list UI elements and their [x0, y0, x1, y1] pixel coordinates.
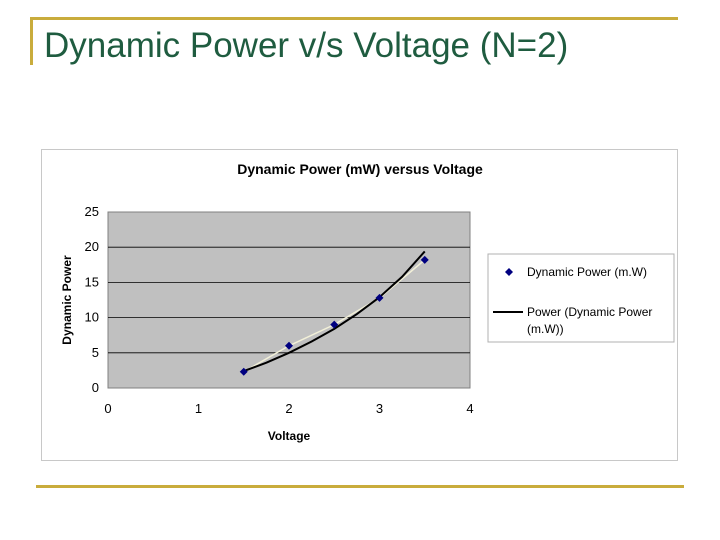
y-tick-label: 0 [92, 380, 99, 395]
legend-item-label: Dynamic Power (m.W) [527, 265, 647, 279]
legend-marker-swatch [505, 268, 513, 276]
y-tick-label: 5 [92, 345, 99, 360]
footer-accent-line [36, 485, 684, 488]
x-tick-label: 4 [466, 401, 473, 416]
x-tick-label: 3 [376, 401, 383, 416]
title-accent-bar [30, 17, 33, 65]
data-point-marker [330, 320, 339, 329]
data-point-marker [239, 367, 248, 376]
slide-title: Dynamic Power v/s Voltage (N=2) [44, 26, 569, 65]
chart-title: Dynamic Power (mW) versus Voltage [237, 161, 483, 177]
y-axis-label: Dynamic Power [60, 255, 74, 345]
x-axis-label: Voltage [268, 429, 311, 443]
legend-box [487, 253, 675, 343]
y-tick-label: 10 [85, 310, 99, 325]
trendline [243, 250, 426, 373]
chart-frame: Dynamic Power (mW) versus Voltage 0 5 10 15 2… [41, 149, 678, 461]
data-point-marker [420, 255, 429, 264]
x-tick-label: 1 [195, 401, 202, 416]
title-accent-line [30, 17, 678, 20]
x-tick-label: 0 [104, 401, 111, 416]
y-tick-label: 25 [85, 204, 99, 219]
legend-item-label: Power (Dynamic Power (m.W)) [527, 305, 652, 336]
data-point-marker [285, 341, 293, 350]
y-tick-label: 15 [85, 274, 99, 289]
y-tick-label: 20 [85, 239, 99, 254]
chart-svg: Dynamic Power (mW) versus Voltage0510152… [60, 161, 675, 443]
x-tick-label: 2 [285, 401, 292, 416]
plot-area [107, 211, 471, 389]
data-point-marker [375, 293, 384, 302]
